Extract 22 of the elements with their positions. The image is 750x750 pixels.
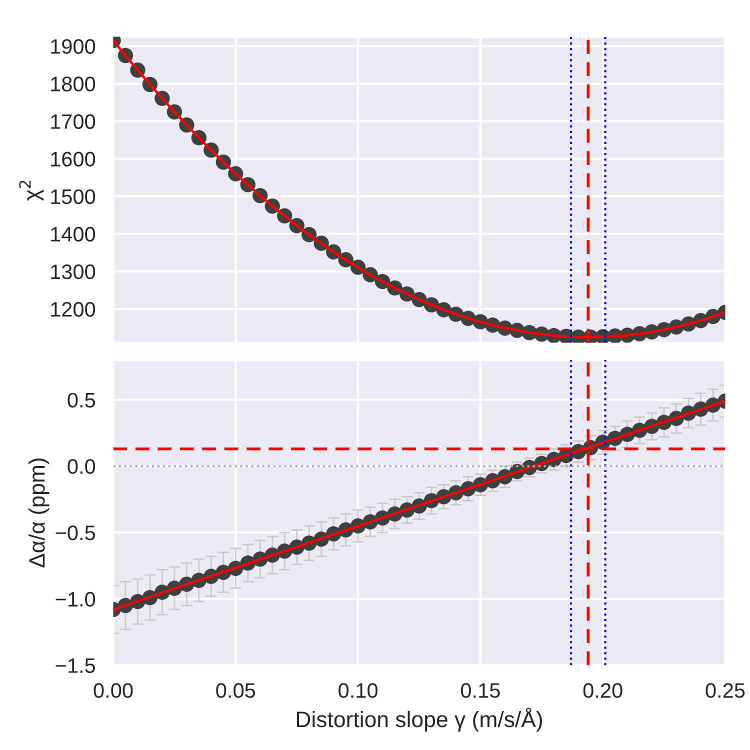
y-tick-label: 0.0: [68, 459, 96, 474]
y-tick-label: 1300: [51, 264, 96, 280]
y-tick-label: 1500: [51, 189, 96, 204]
x-tick-label: 0.10: [338, 683, 378, 698]
y-tick-label: −1.5: [56, 658, 96, 674]
y-tick-label: 1900: [51, 39, 96, 54]
y-axis-title: χ$^{2}$: [19, 180, 44, 201]
y-tick-label: 1700: [51, 114, 96, 129]
y-tick-label: 1600: [51, 152, 96, 167]
y-tick-label: 0.5: [68, 392, 96, 408]
x-tick-label: 0.00: [94, 683, 133, 698]
y-tick-label: 1200: [51, 302, 96, 317]
y-tick-label: 1400: [51, 226, 96, 242]
y-tick-label: −1.0: [56, 592, 96, 607]
y-axis-title: Δα/α (ppm): [28, 458, 50, 568]
x-axis-title: Distortion slope γ (m/s/Å): [296, 708, 542, 732]
x-tick-label: 0.20: [583, 683, 622, 698]
x-tick-label: 0.25: [706, 683, 745, 698]
y-tick-label: 1800: [51, 76, 96, 92]
x-tick-label: 0.15: [460, 683, 500, 698]
y-tick-label: −0.5: [56, 526, 96, 540]
x-tick-label: 0.05: [216, 683, 256, 698]
